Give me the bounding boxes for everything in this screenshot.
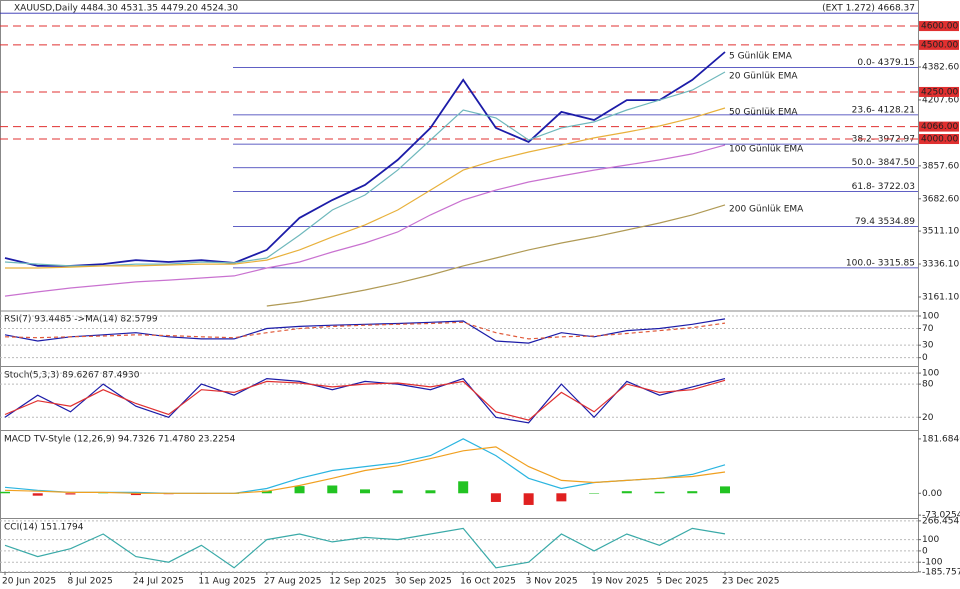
x-tick-label: 30 Sep 2025 (395, 577, 452, 587)
fib-label: 38.2- 3972.97 (852, 135, 915, 145)
level-box (919, 121, 959, 132)
y-tick-label: 80 (922, 380, 934, 390)
y-tick-label: 20 (922, 413, 934, 423)
x-tick-label: 12 Sep 2025 (329, 577, 386, 587)
histogram-bar (65, 493, 76, 495)
histogram-bar (425, 490, 436, 494)
fib-label: 79.4 3534.89 (855, 217, 915, 227)
level-label: 4600.00 (921, 22, 958, 32)
x-tick-label: 11 Aug 2025 (198, 577, 256, 587)
histogram-bar (32, 493, 43, 496)
level-box (919, 134, 959, 145)
fib-label: 61.8- 3722.03 (852, 182, 915, 192)
histogram-bar (720, 486, 730, 494)
fib-label: 100.0- 3315.85 (846, 258, 915, 268)
level-box (919, 86, 959, 97)
histogram-bar (654, 491, 665, 494)
y-tick-label: 0.00 (922, 489, 942, 499)
x-tick-label: 24 Jul 2025 (133, 577, 184, 587)
y-tick-label: 0 (922, 353, 928, 363)
panel-frames (0, 0, 919, 573)
series-line (4, 446, 726, 494)
legend-label: 200 Günlük EMA (729, 204, 804, 214)
histogram-bar (523, 493, 534, 505)
y-tick-label: 0 (922, 546, 928, 556)
histogram-bar (687, 491, 698, 494)
y-tick-label: 3682.60 (922, 194, 959, 204)
histogram-bar (490, 493, 501, 502)
y-tick-label: 100 (922, 312, 939, 322)
y-tick-label: -185.757 (922, 567, 960, 577)
y-tick-label: 30 (922, 341, 934, 351)
fib-label: (EXT 1.272) 4668.37 (822, 4, 915, 14)
series-line (266, 204, 726, 307)
x-tick-label: 27 Aug 2025 (264, 577, 322, 587)
level-label: 4500.00 (921, 40, 958, 50)
x-tick-label: 20 Jun 2025 (2, 577, 56, 587)
histogram-bar (327, 485, 338, 494)
level-box (919, 21, 959, 32)
x-tick-label: 8 Jul 2025 (67, 577, 112, 587)
x-tick-label: 5 Dec 2025 (657, 577, 709, 587)
y-tick-label: -100 (922, 558, 943, 568)
x-tick-label: 3 Nov 2025 (526, 577, 578, 587)
level-label: 4250.00 (921, 87, 958, 97)
series-line (4, 321, 726, 340)
histogram-bar (360, 489, 370, 494)
series-line (4, 71, 726, 267)
level-label: 4000.00 (921, 135, 958, 145)
histogram-bar (556, 493, 567, 502)
series-line (4, 527, 726, 569)
histogram-bar (0, 491, 10, 494)
histogram-bar (458, 481, 469, 494)
legend-label: 100 Günlük EMA (729, 145, 804, 155)
y-tick-label: 100 (922, 369, 939, 379)
y-tick-label: 4207.60 (922, 95, 959, 105)
panel-title: MACD TV-Style (12,26,9) 94.7326 71.4780 … (4, 435, 236, 445)
level-box (919, 39, 959, 50)
histogram-bar (621, 491, 632, 494)
y-tick-label: 3511.10 (922, 227, 959, 237)
y-tick-label: -73.0254 (922, 511, 960, 521)
panel-title: Stoch(5,3,3) 89.6267 87.4930 (4, 371, 140, 381)
legend-label: 50 Günlük EMA (729, 107, 798, 117)
series-line (4, 144, 726, 297)
histogram-bar (130, 493, 141, 496)
histogram-bar (261, 490, 272, 494)
y-tick-label: 4382.60 (922, 62, 959, 72)
fib-label: 0.0- 4379.15 (857, 58, 915, 68)
x-tick-label: 16 Oct 2025 (460, 577, 516, 587)
panel-title: XAUUSD,Daily 4484.30 4531.35 4479.20 452… (14, 4, 238, 14)
y-tick-label: 100 (922, 535, 939, 545)
series-line (4, 379, 726, 421)
fib-label: 50.0- 3847.50 (852, 158, 916, 168)
y-tick-label: 181.6846 (922, 434, 960, 444)
x-tick-label: 19 Nov 2025 (591, 577, 649, 587)
x-tick-label: 23 Dec 2025 (722, 577, 780, 587)
y-tick-label: 70 (922, 324, 934, 334)
level-label: 4066.00 (921, 122, 958, 132)
y-tick-label: 266.454 (922, 516, 959, 526)
y-tick-label: 3857.60 (922, 161, 959, 171)
y-tick-label: 3161.10 (922, 292, 959, 302)
legend-label: 20 Günlük EMA (729, 72, 798, 82)
series-line (5, 107, 726, 269)
histogram-bar (294, 486, 305, 494)
y-tick-label: 3336.10 (922, 260, 959, 270)
histogram-bar (589, 493, 600, 494)
panel-title: CCI(14) 151.1794 (4, 523, 84, 533)
fib-label: 23.6- 4128.21 (852, 105, 915, 115)
histogram-bar (392, 490, 403, 494)
legend-label: 5 Günlük EMA (729, 52, 793, 62)
panel-title: RSI(7) 93.4485 ->MA(14) 82.5799 (4, 315, 158, 325)
series-line (4, 51, 726, 267)
